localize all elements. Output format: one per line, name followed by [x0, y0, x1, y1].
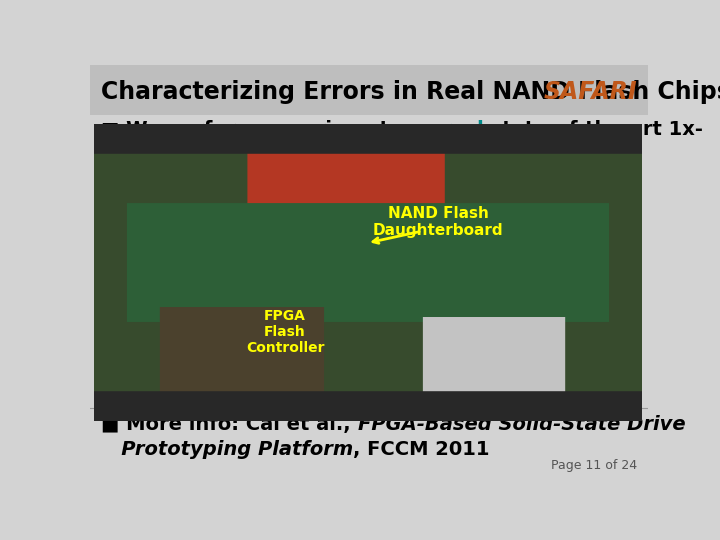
Text: nm: nm: [101, 140, 156, 159]
Text: SAFARI: SAFARI: [543, 80, 637, 104]
Text: NAND Flash
Daughterboard: NAND Flash Daughterboard: [373, 206, 504, 238]
Text: FPGA
Flash
Controller: FPGA Flash Controller: [246, 309, 325, 355]
FancyBboxPatch shape: [90, 65, 648, 114]
Text: FPGA-Based Solid-State Drive: FPGA-Based Solid-State Drive: [358, 415, 685, 434]
Text: Page 11 of 24: Page 11 of 24: [551, 460, 637, 472]
Text: ■ We perform experiments on: ■ We perform experiments on: [101, 120, 441, 139]
Text: Characterizing Errors in Real NAND Flash Chips: Characterizing Errors in Real NAND Flash…: [101, 80, 720, 104]
Text: ■ More info: Cai et al.,: ■ More info: Cai et al.,: [101, 415, 358, 434]
Text: Prototyping Platform: Prototyping Platform: [101, 440, 354, 459]
Text: , FCCM 2011: , FCCM 2011: [354, 440, 490, 459]
Text: (i.e., 15-19nm) MLC NAND flash memory chips: (i.e., 15-19nm) MLC NAND flash memory ch…: [101, 161, 629, 180]
Text: state-of-the-art 1x-: state-of-the-art 1x-: [484, 120, 703, 139]
Text: real: real: [441, 120, 484, 139]
